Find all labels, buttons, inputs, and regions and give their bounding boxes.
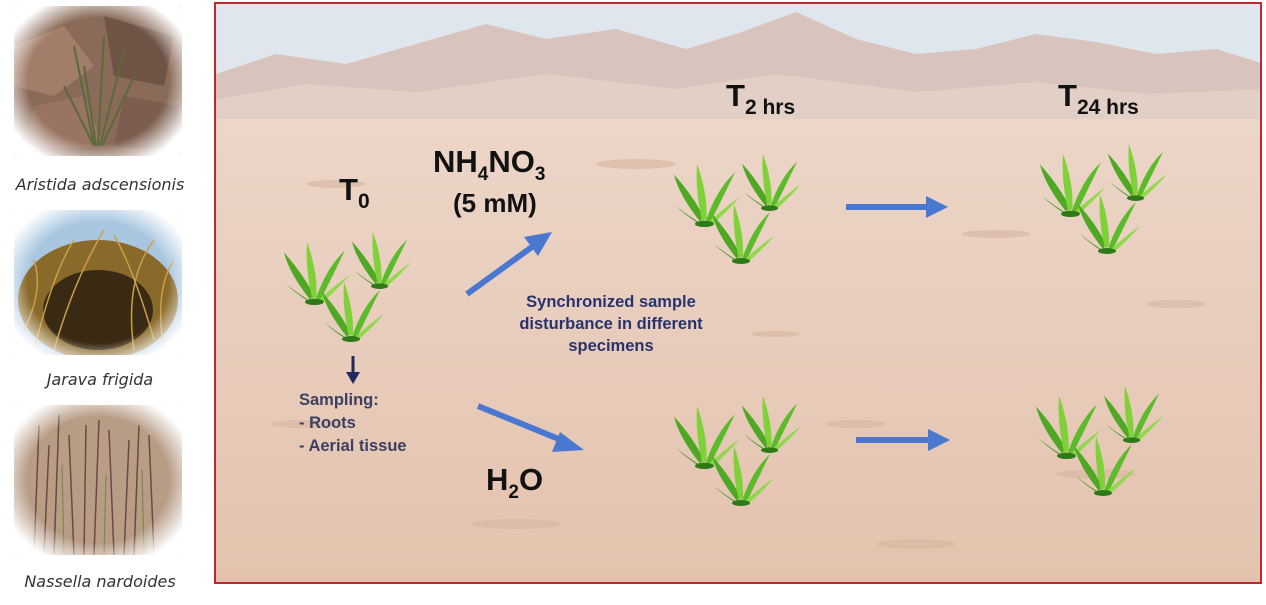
- arrow-nh4no3-t2-to-t24: [846, 196, 948, 218]
- species-photo-aristida: [14, 6, 182, 156]
- timepoint-t2: T2 hrs: [726, 78, 796, 119]
- species-name-jarava: Jarava frigida: [46, 370, 154, 389]
- treatment-nh4no3: NH4NO3: [433, 144, 546, 185]
- synchronized-note: Synchronized sample disturbance in diffe…: [519, 293, 703, 355]
- down-arrow-sampling: [346, 356, 360, 384]
- species-photo-nassella: [14, 405, 182, 555]
- plant-cluster-h2o-t24: [1034, 386, 1174, 498]
- arrow-h2o-t2-to-t24: [856, 429, 950, 451]
- sampling-list: Sampling: - Roots - Aerial tissue: [299, 391, 407, 455]
- treatment-concentration: (5 mM): [453, 188, 537, 218]
- plant-cluster-nh4no3-t2: [672, 154, 812, 266]
- experiment-scene: T0 T2 hrs T24 hrs NH4NO3 (5 mM) H2O Sync…: [214, 2, 1262, 584]
- plant-cluster-t0: [282, 232, 422, 344]
- treatment-h2o: H2O: [486, 462, 544, 503]
- arrow-to-h2o: [476, 403, 584, 452]
- plant-cluster-nh4no3-t24: [1038, 144, 1178, 256]
- species-photo-jarava: [14, 210, 182, 355]
- species-name-nassella: Nassella nardoides: [24, 572, 176, 591]
- timepoint-t24: T24 hrs: [1058, 78, 1139, 119]
- arrow-to-nh4no3: [465, 232, 552, 297]
- species-name-aristida: Aristida adscensionis: [15, 175, 185, 194]
- timepoint-t0: T0: [339, 172, 370, 213]
- plant-cluster-h2o-t2: [672, 396, 812, 508]
